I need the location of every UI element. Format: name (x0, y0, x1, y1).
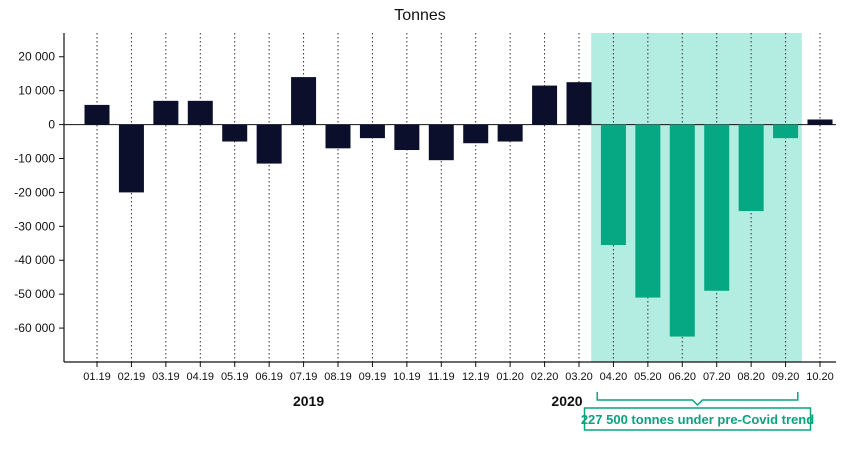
label-layer: 20 000 10 000 0 -10 000 -20 000 -30 000 -40 00… (14, 50, 833, 409)
y-tick-label: -20 000 (14, 185, 55, 199)
x-tick-label: 01.19 (83, 371, 111, 383)
y-tick-label: -10 000 (14, 151, 55, 165)
bar-10.20 (807, 119, 833, 125)
y-tick-label: -30 000 (14, 219, 55, 233)
year-label-2019: 2019 (293, 393, 324, 409)
bar-05.19 (222, 124, 248, 142)
bar-07.20 (704, 124, 730, 291)
bar-03.20 (566, 82, 592, 125)
bar-01.19 (84, 104, 110, 125)
x-tick-label: 10.20 (806, 371, 834, 383)
bar-08.20 (738, 124, 764, 212)
y-tick-label: 10 000 (18, 84, 55, 98)
bar-11.19 (428, 124, 454, 161)
x-tick-label: 08.20 (737, 371, 765, 383)
annotation-box (583, 407, 812, 431)
y-tick-label: 20 000 (18, 50, 55, 64)
y-tick-label: 0 (48, 118, 55, 132)
x-tick-label: 05.20 (634, 371, 662, 383)
x-tick-label: 10.19 (393, 371, 421, 383)
x-tick-label: 07.19 (290, 371, 318, 383)
highlight-band (591, 33, 802, 362)
x-tick-label: 12.19 (462, 371, 490, 383)
bar-06.20 (669, 124, 695, 337)
x-tick-label: 07.20 (703, 371, 731, 383)
year-label-2020: 2020 (551, 393, 582, 409)
bar-01.20 (497, 124, 523, 142)
y-tick-label: -50 000 (14, 287, 55, 301)
bar-02.19 (118, 124, 144, 193)
x-tick-label: 06.20 (669, 371, 697, 383)
y-tick-label: -40 000 (14, 253, 55, 267)
x-tick-label: 02.19 (118, 371, 146, 383)
x-tick-label: 03.19 (152, 371, 180, 383)
x-tick-label: 04.20 (600, 371, 628, 383)
x-tick-label: 09.20 (772, 371, 800, 383)
x-tick-label: 01.20 (496, 371, 524, 383)
annotation-layer: 227 500 tonnes under pre-Covid trend (581, 392, 814, 431)
bar-09.20 (773, 124, 799, 139)
bar-12.19 (463, 124, 489, 144)
bar-05.20 (635, 124, 661, 298)
bar-06.19 (256, 124, 282, 164)
x-tick-label: 06.19 (255, 371, 283, 383)
bar-08.19 (325, 124, 351, 149)
x-tick-label: 05.19 (221, 371, 249, 383)
x-tick-label: 11.19 (428, 371, 455, 383)
bar-10.19 (394, 124, 420, 151)
annotation-brace (596, 392, 799, 407)
bar-04.20 (600, 124, 626, 245)
x-tick-label: 02.20 (531, 371, 559, 383)
bar-layer (84, 77, 833, 337)
annotation-text: 227 500 tonnes under pre-Covid trend (581, 412, 814, 427)
bar-04.19 (187, 100, 213, 125)
x-tick-label: 08.19 (324, 371, 352, 383)
bar-02.20 (532, 85, 558, 125)
y-tick-label: -60 000 (14, 321, 55, 335)
x-tick-label: 03.20 (565, 371, 593, 383)
x-tick-label: 09.19 (359, 371, 387, 383)
bar-03.19 (153, 100, 179, 125)
chart-title: Tonnes (394, 7, 446, 24)
bar-07.19 (291, 77, 317, 125)
bar-09.19 (359, 124, 385, 139)
x-tick-label: 04.19 (187, 371, 215, 383)
highlight-band-layer (591, 33, 802, 362)
